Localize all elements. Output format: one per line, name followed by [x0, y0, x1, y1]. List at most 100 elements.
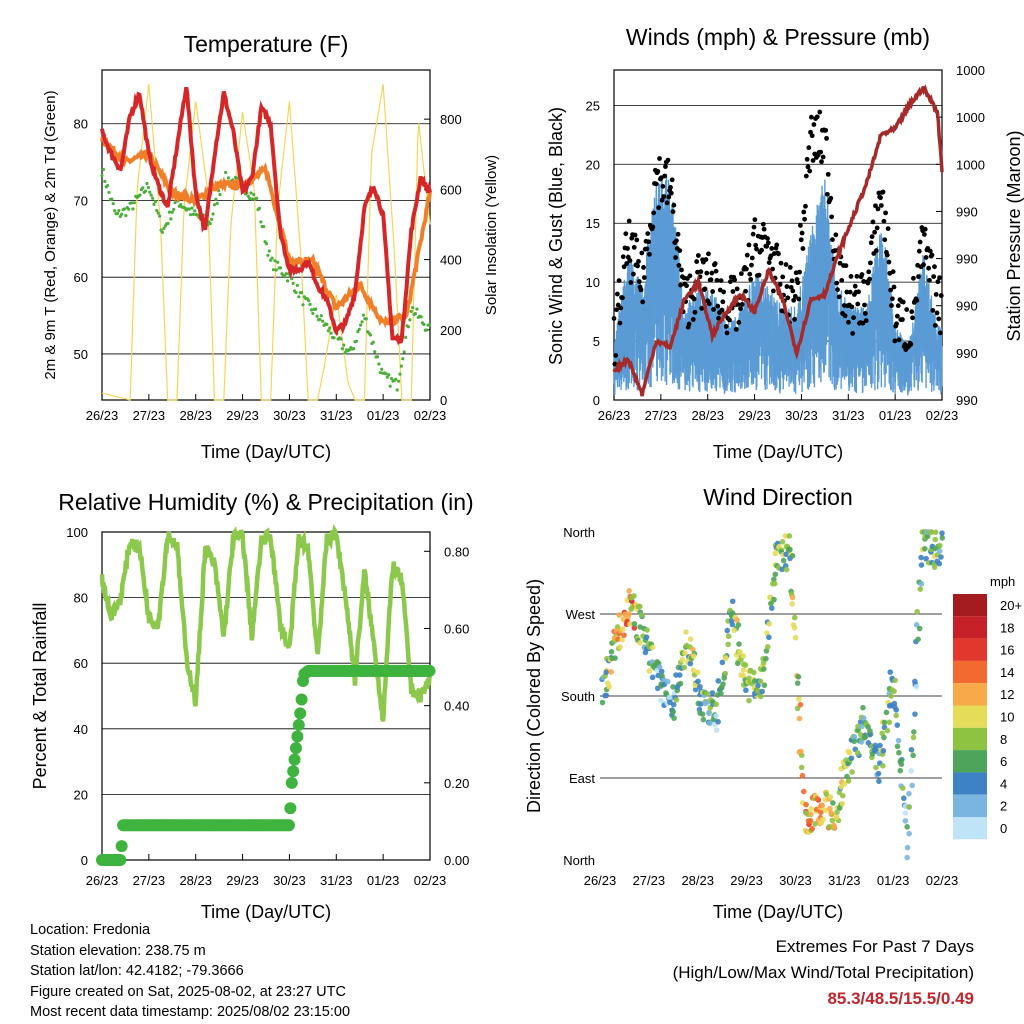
colorbar-swatch — [953, 660, 987, 684]
gust-point — [714, 277, 720, 283]
dewpoint-point — [153, 199, 158, 204]
gust-point — [749, 262, 754, 268]
gust-point — [870, 219, 876, 225]
gust-point — [808, 114, 814, 120]
gust-point — [828, 195, 834, 201]
latest-timestamp: Most recent data timestamp: 2025/08/02 2… — [30, 1004, 351, 1020]
humidity-ytick-label: 60 — [74, 656, 88, 671]
gust-point — [851, 315, 856, 321]
direction-point — [649, 674, 656, 681]
direction-point — [786, 533, 793, 539]
direction-point — [695, 678, 701, 685]
direction-point — [608, 649, 615, 655]
direction-point — [666, 694, 673, 701]
gust-point — [847, 289, 853, 295]
direction-point — [797, 701, 804, 708]
direction-point — [829, 817, 836, 824]
direction-point — [627, 621, 633, 627]
direction-point — [858, 739, 865, 745]
direction-point — [922, 545, 928, 552]
humidity-y2tick-label: 0.40 — [444, 699, 469, 714]
dewpoint-point — [166, 221, 170, 226]
gust-point — [703, 257, 709, 262]
direction-point — [891, 704, 898, 710]
gust-point — [761, 226, 767, 232]
dewpoint-point — [371, 340, 375, 344]
hum-xtick-label: 26/23 — [86, 873, 119, 888]
gust-point — [739, 302, 745, 307]
dewpoint-point — [285, 279, 290, 283]
direction-point — [663, 690, 669, 696]
gust-point — [911, 275, 916, 281]
dewpoint-point — [101, 167, 106, 172]
dewpoint-point — [156, 211, 160, 215]
direction-point — [706, 710, 712, 716]
humidity-y2tick-label: 0.20 — [444, 776, 469, 791]
colorbar-label: 12 — [1000, 687, 1014, 702]
dewpoint-point — [107, 190, 111, 195]
direction-point — [729, 610, 736, 616]
gust-point — [677, 248, 683, 254]
gust-point — [706, 301, 712, 307]
direction-point — [619, 636, 625, 643]
dewpoint-point — [301, 303, 305, 307]
gust-point — [702, 286, 708, 292]
dewpoint-point — [409, 309, 413, 313]
gust-point — [632, 232, 638, 238]
gust-point — [659, 197, 665, 203]
dewpoint-point — [250, 197, 255, 201]
direction-point — [631, 625, 638, 631]
gust-point — [824, 135, 829, 141]
direction-point — [809, 826, 816, 832]
gust-point — [628, 280, 634, 285]
direction-point — [768, 605, 775, 611]
gust-point — [921, 232, 927, 237]
direction-point — [789, 553, 796, 559]
direction-point — [715, 678, 722, 684]
direction-point — [764, 630, 770, 636]
direction-point — [687, 660, 694, 667]
gust-point — [868, 240, 874, 246]
direction-point — [736, 641, 742, 647]
gust-point — [660, 183, 666, 189]
gust-point — [889, 296, 895, 302]
dewpoint-point — [411, 306, 415, 310]
gust-point — [734, 286, 740, 292]
temperature-y2tick-label: 0 — [440, 393, 447, 408]
direction-point — [827, 794, 834, 800]
extremes-label: Extremes For Past 7 Days — [775, 937, 974, 956]
gust-point — [748, 277, 754, 282]
colorbar-swatch — [953, 638, 987, 661]
gust-point — [711, 307, 716, 312]
gust-point — [690, 317, 696, 322]
direction-point — [636, 603, 643, 610]
temp-xtick-label: 27/23 — [133, 408, 166, 423]
dewpoint-point — [211, 212, 215, 216]
rainfall-point — [285, 776, 298, 789]
dewpoint-point — [179, 203, 183, 207]
direction-point — [687, 636, 694, 642]
direction-point — [860, 715, 867, 721]
dir-xtick-label: 30/23 — [779, 873, 812, 888]
gust-point — [738, 271, 744, 277]
dewpoint-point — [187, 207, 191, 211]
direction-point — [851, 738, 858, 745]
temperature-title: Temperature (F) — [184, 31, 349, 57]
dewpoint-point — [399, 364, 404, 368]
direction-point — [819, 802, 826, 809]
temperature-xlabel: Time (Day/UTC) — [201, 442, 331, 462]
gust-point — [736, 320, 742, 325]
winds-ytick-label: 20 — [586, 157, 600, 172]
gust-point — [852, 283, 858, 289]
gust-point — [785, 295, 791, 301]
gust-point — [694, 259, 700, 264]
gust-point — [894, 313, 900, 319]
direction-point — [615, 636, 621, 642]
gust-point — [719, 307, 725, 313]
dewpoint-point — [188, 213, 193, 217]
colorbar-swatch — [953, 705, 987, 728]
gust-point — [854, 273, 860, 279]
direction-point — [719, 659, 726, 666]
wind-xtick-label: 01/23 — [879, 408, 912, 423]
dewpoint-point — [224, 170, 228, 175]
